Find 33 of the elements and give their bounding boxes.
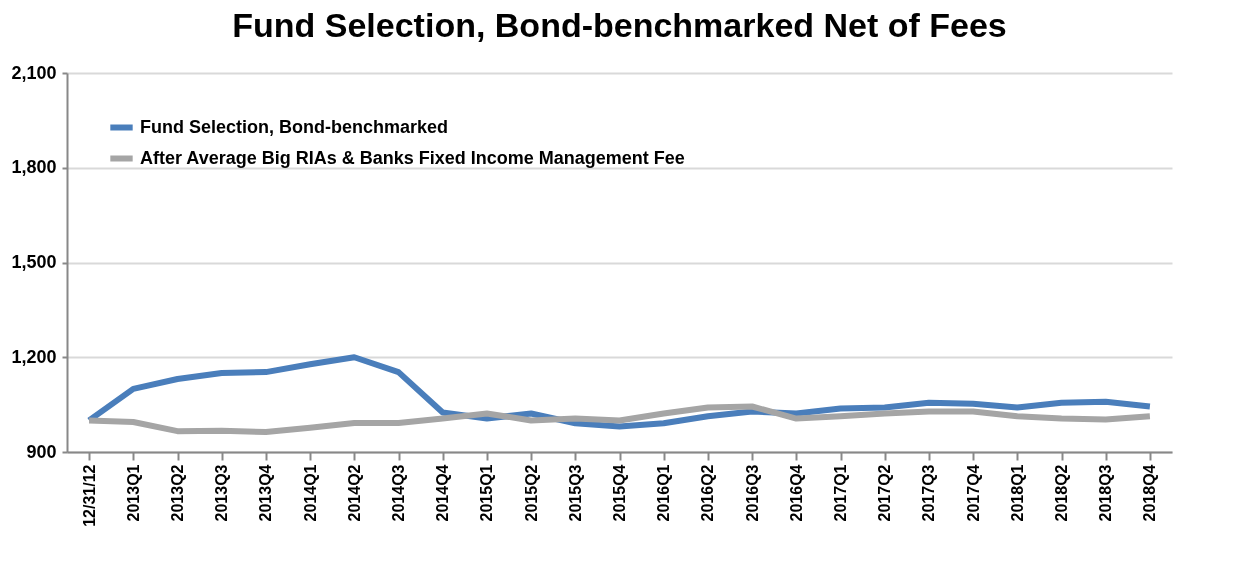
legend-label: After Average Big RIAs & Banks Fixed Income Management Fee — [140, 147, 685, 168]
x-tick-label: 2017Q2 — [876, 464, 894, 522]
x-tick-label: 2016Q4 — [787, 464, 805, 522]
x-tick-label: 2015Q3 — [566, 464, 584, 522]
y-tick-label: 1,800 — [11, 157, 57, 178]
x-tick-label: 2017Q1 — [832, 464, 849, 522]
x-tick-label: 2013Q1 — [124, 464, 142, 522]
x-tick-label: 2016Q3 — [743, 464, 761, 522]
y-tick-label: 2,100 — [11, 62, 57, 83]
x-tick-label: 2014Q4 — [434, 464, 452, 522]
x-tick-label: 2016Q2 — [699, 464, 717, 522]
x-tick-label: 2016Q1 — [655, 464, 673, 522]
x-tick-label: 2013Q3 — [213, 464, 231, 522]
x-tick-label: 2018Q1 — [1008, 464, 1026, 522]
x-tick-label: 2014Q1 — [301, 464, 319, 522]
x-tick-label: 2013Q2 — [169, 464, 186, 522]
x-tick-label: 2018Q3 — [1097, 464, 1115, 522]
x-tick-label: 2015Q4 — [611, 464, 628, 522]
x-tick-label: 2014Q3 — [390, 464, 407, 522]
x-tick-label: 2017Q3 — [920, 464, 938, 522]
x-tick-label: 2014Q2 — [345, 464, 363, 522]
x-tick-label: 2015Q2 — [522, 464, 540, 522]
x-tick-label: 2013Q4 — [257, 464, 275, 522]
y-tick-label: 900 — [26, 441, 57, 462]
y-tick-label: 1,500 — [11, 252, 57, 272]
y-tick-label: 1,200 — [11, 346, 57, 367]
x-tick-label: 2017Q4 — [964, 464, 982, 522]
legend-label: Fund Selection, Bond-benchmarked — [140, 116, 449, 137]
x-tick-label: 2018Q2 — [1053, 464, 1070, 522]
x-tick-label: 2018Q4 — [1141, 464, 1159, 522]
x-tick-label: 2015Q1 — [478, 464, 496, 522]
x-tick-label: 12/31/12 — [80, 464, 98, 527]
chart-title: Fund Selection, Bond-benchmarked Net of Fees — [232, 6, 1007, 44]
